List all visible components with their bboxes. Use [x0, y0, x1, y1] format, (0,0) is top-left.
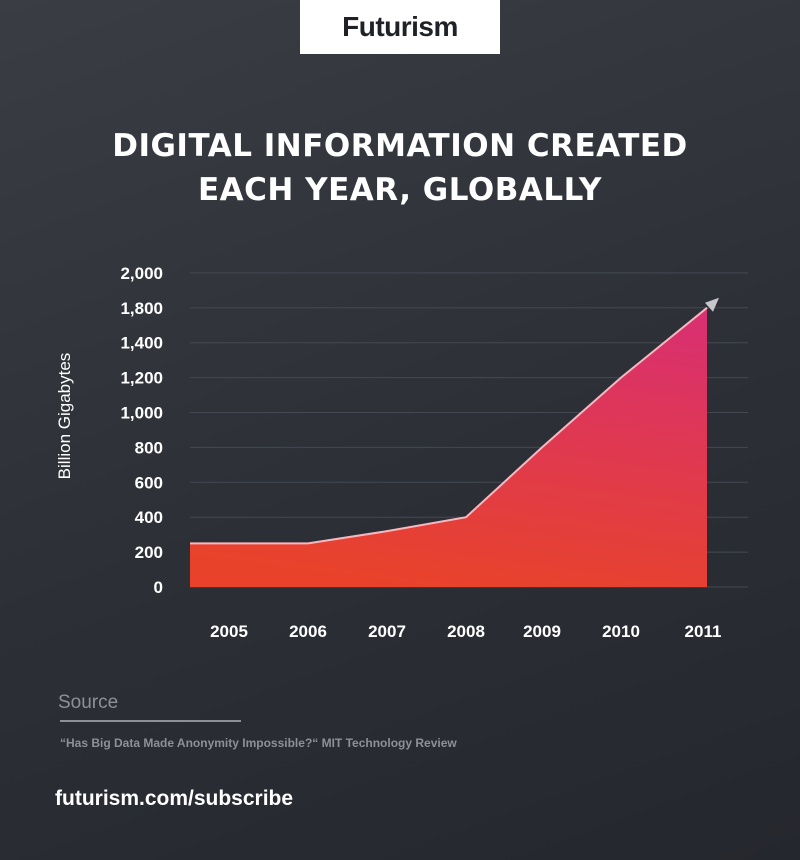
y-tick-label: 200 [135, 543, 163, 562]
y-tick-label: 1,400 [120, 334, 163, 353]
chart-title: DIGITAL INFORMATION CREATED EACH YEAR, G… [0, 124, 800, 212]
title-line-2: EACH YEAR, GLOBALLY [198, 172, 602, 208]
source-divider [60, 720, 241, 722]
futurism-logo: Futurism [300, 0, 500, 54]
title-line-1: DIGITAL INFORMATION CREATED [112, 128, 688, 164]
logo-text: Futurism [342, 11, 458, 42]
x-tick-label: 2006 [289, 622, 327, 641]
y-tick-label: 1,200 [120, 369, 163, 388]
y-tick-label: 1,800 [120, 299, 163, 318]
y-axis-label: Billion Gigabytes [55, 353, 74, 480]
y-tick-label: 400 [135, 508, 163, 527]
y-tick-label: 0 [154, 578, 163, 597]
x-tick-label: 2005 [210, 622, 248, 641]
area-chart: 0 200 400 600 800 1,000 1,200 1,400 1,800 2,000 2… [55, 264, 748, 641]
source-label: Source [58, 692, 119, 713]
subscribe-link[interactable]: futurism.com/subscribe [55, 787, 294, 810]
x-tick-label: 2008 [447, 622, 485, 641]
area-fill [190, 307, 707, 587]
y-tick-label: 2,000 [120, 264, 163, 283]
x-tick-label: 2011 [685, 622, 722, 641]
x-tick-label: 2010 [602, 622, 640, 641]
x-tick-label: 2007 [368, 622, 406, 641]
y-tick-label: 1,000 [120, 404, 163, 423]
x-tick-label: 2009 [523, 622, 561, 641]
arrow-head-icon [705, 297, 719, 312]
series-line [190, 307, 708, 545]
source-citation: “Has Big Data Made Anonymity Impossible?… [60, 736, 457, 750]
y-tick-label: 600 [135, 473, 163, 492]
y-tick-label: 800 [135, 438, 163, 457]
